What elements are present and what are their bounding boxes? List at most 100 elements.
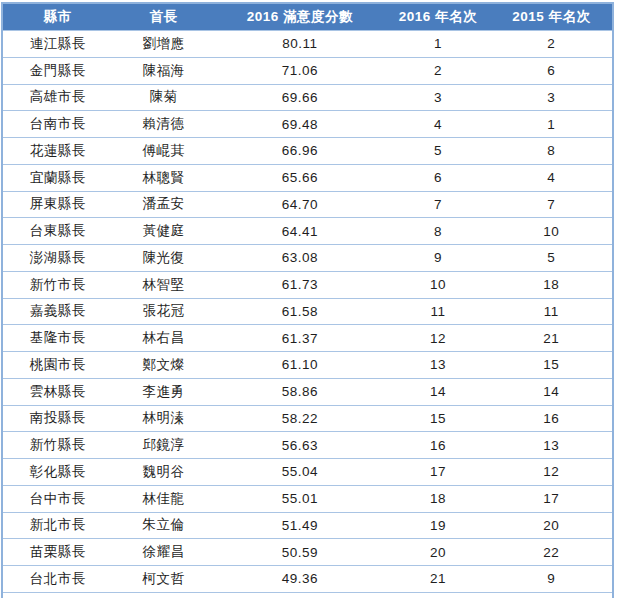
cell-rank2015: 19 xyxy=(491,592,613,598)
cell-rank2015: 12 xyxy=(491,459,613,486)
cell-rank2015: 5 xyxy=(491,245,613,272)
cell-rank2016: 1 xyxy=(385,31,490,58)
cell-score: 61.10 xyxy=(215,352,386,379)
table-row: 苗栗縣長徐耀昌50.592022 xyxy=(2,539,613,566)
cell-score: 51.49 xyxy=(215,512,386,539)
cell-rank2015: 22 xyxy=(491,539,613,566)
cell-rank2015: 9 xyxy=(491,566,613,593)
cell-rank2016: 10 xyxy=(385,271,490,298)
cell-rank2016: 7 xyxy=(385,191,490,218)
cell-city: 基隆市長 xyxy=(2,325,112,352)
cell-city: 雲林縣長 xyxy=(2,378,112,405)
cell-score: 69.48 xyxy=(215,111,386,138)
cell-mayor: 傅崐萁 xyxy=(112,138,214,165)
table-row: 彰化縣長魏明谷55.041712 xyxy=(2,459,613,486)
cell-mayor: 林右昌 xyxy=(112,325,214,352)
table-row: 花蓮縣長傅崐萁66.9658 xyxy=(2,138,613,165)
cell-rank2016: 20 xyxy=(385,539,490,566)
cell-score: 64.70 xyxy=(215,191,386,218)
cell-score: 43.60 xyxy=(215,592,386,598)
cell-score: 49.36 xyxy=(215,566,386,593)
table-row: 高雄市長陳菊69.6633 xyxy=(2,84,613,111)
cell-mayor: 朱立倫 xyxy=(112,512,214,539)
cell-rank2015: 3 xyxy=(491,84,613,111)
cell-rank2015: 4 xyxy=(491,164,613,191)
cell-city: 高雄市長 xyxy=(2,84,112,111)
cell-score: 80.11 xyxy=(215,31,386,58)
cell-rank2015: 10 xyxy=(491,218,613,245)
header-row: 縣市 首長 2016 滿意度分數 2016 年名次 2015 年名次 xyxy=(2,3,613,31)
cell-city: 屏東縣長 xyxy=(2,191,112,218)
table-row: 新竹縣長邱鏡淳56.631613 xyxy=(2,432,613,459)
cell-city: 台東縣長 xyxy=(2,218,112,245)
cell-city: 苗栗縣長 xyxy=(2,539,112,566)
cell-city: 桃園市長 xyxy=(2,352,112,379)
cell-score: 66.96 xyxy=(215,138,386,165)
table-row: 嘉義市長涂醒哲43.602219 xyxy=(2,592,613,598)
cell-rank2016: 4 xyxy=(385,111,490,138)
table-row: 桃園市長鄭文燦61.101315 xyxy=(2,352,613,379)
cell-mayor: 陳福海 xyxy=(112,57,214,84)
cell-score: 58.22 xyxy=(215,405,386,432)
cell-city: 澎湖縣長 xyxy=(2,245,112,272)
cell-city: 台中市長 xyxy=(2,485,112,512)
cell-rank2015: 18 xyxy=(491,271,613,298)
cell-mayor: 林佳龍 xyxy=(112,485,214,512)
table-row: 宜蘭縣長林聰賢65.6664 xyxy=(2,164,613,191)
cell-rank2015: 7 xyxy=(491,191,613,218)
cell-rank2016: 5 xyxy=(385,138,490,165)
cell-score: 61.58 xyxy=(215,298,386,325)
table-row: 澎湖縣長陳光復63.0895 xyxy=(2,245,613,272)
cell-mayor: 邱鏡淳 xyxy=(112,432,214,459)
cell-rank2016: 17 xyxy=(385,459,490,486)
table-row: 台東縣長黃健庭64.41810 xyxy=(2,218,613,245)
cell-city: 宜蘭縣長 xyxy=(2,164,112,191)
cell-rank2016: 22 xyxy=(385,592,490,598)
table-row: 新竹市長林智堅61.731018 xyxy=(2,271,613,298)
cell-mayor: 李進勇 xyxy=(112,378,214,405)
col-header-mayor: 首長 xyxy=(112,3,214,31)
cell-rank2015: 6 xyxy=(491,57,613,84)
cell-mayor: 林聰賢 xyxy=(112,164,214,191)
cell-rank2015: 15 xyxy=(491,352,613,379)
table-row: 南投縣長林明溱58.221516 xyxy=(2,405,613,432)
cell-mayor: 徐耀昌 xyxy=(112,539,214,566)
cell-rank2015: 11 xyxy=(491,298,613,325)
table-row: 金門縣長陳福海71.0626 xyxy=(2,57,613,84)
table-row: 台南市長賴清德69.4841 xyxy=(2,111,613,138)
cell-rank2016: 13 xyxy=(385,352,490,379)
cell-score: 55.04 xyxy=(215,459,386,486)
col-header-rank2015: 2015 年名次 xyxy=(491,3,613,31)
cell-score: 58.86 xyxy=(215,378,386,405)
cell-city: 新竹縣長 xyxy=(2,432,112,459)
cell-city: 金門縣長 xyxy=(2,57,112,84)
cell-score: 71.06 xyxy=(215,57,386,84)
cell-mayor: 涂醒哲 xyxy=(112,592,214,598)
cell-rank2015: 8 xyxy=(491,138,613,165)
cell-rank2016: 15 xyxy=(385,405,490,432)
cell-rank2016: 12 xyxy=(385,325,490,352)
cell-mayor: 陳光復 xyxy=(112,245,214,272)
cell-score: 50.59 xyxy=(215,539,386,566)
cell-mayor: 林智堅 xyxy=(112,271,214,298)
cell-rank2016: 21 xyxy=(385,566,490,593)
cell-city: 連江縣長 xyxy=(2,31,112,58)
cell-score: 56.63 xyxy=(215,432,386,459)
table-row: 雲林縣長李進勇58.861414 xyxy=(2,378,613,405)
cell-score: 65.66 xyxy=(215,164,386,191)
cell-mayor: 陳菊 xyxy=(112,84,214,111)
cell-mayor: 柯文哲 xyxy=(112,566,214,593)
cell-city: 花蓮縣長 xyxy=(2,138,112,165)
table-row: 屏東縣長潘孟安64.7077 xyxy=(2,191,613,218)
cell-city: 台南市長 xyxy=(2,111,112,138)
cell-rank2016: 8 xyxy=(385,218,490,245)
cell-city: 嘉義縣長 xyxy=(2,298,112,325)
cell-rank2015: 14 xyxy=(491,378,613,405)
col-header-city: 縣市 xyxy=(2,3,112,31)
table-row: 新北市長朱立倫51.491920 xyxy=(2,512,613,539)
cell-rank2016: 11 xyxy=(385,298,490,325)
cell-mayor: 張花冠 xyxy=(112,298,214,325)
cell-city: 彰化縣長 xyxy=(2,459,112,486)
cell-mayor: 黃健庭 xyxy=(112,218,214,245)
cell-rank2016: 6 xyxy=(385,164,490,191)
